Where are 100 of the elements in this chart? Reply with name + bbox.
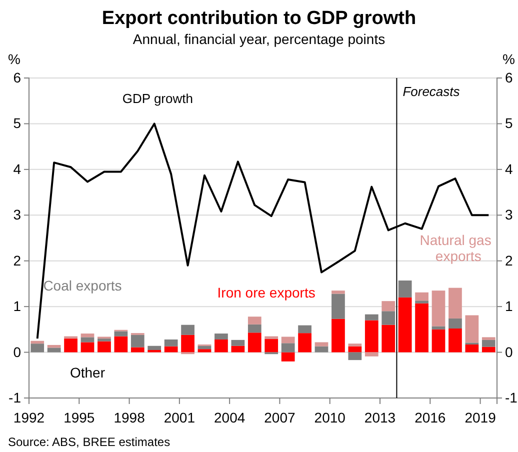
bar — [47, 344, 61, 348]
bar — [432, 329, 446, 352]
bar — [98, 341, 111, 352]
bar — [248, 332, 262, 352]
x-tick-label: 2013 — [364, 409, 396, 426]
y2-tick-label: 6 — [505, 69, 513, 86]
bar — [448, 318, 462, 329]
y2-tick-label: 5 — [505, 115, 513, 132]
bar — [64, 338, 78, 352]
bar — [130, 334, 144, 348]
bar — [281, 343, 295, 352]
bar — [364, 352, 378, 356]
bar — [130, 347, 144, 352]
y-tick-label: 4 — [13, 160, 22, 177]
y-tick-label: 6 — [13, 69, 22, 86]
bar — [264, 339, 278, 352]
source-note: Source: ABS, BREE estimates — [8, 435, 170, 449]
bar — [482, 346, 496, 352]
bar — [465, 315, 479, 343]
bar — [432, 290, 446, 326]
bar — [314, 346, 328, 352]
bar — [231, 340, 245, 346]
y2-tick-label: -1 — [505, 389, 518, 406]
bar — [281, 352, 295, 362]
bar — [482, 337, 496, 340]
y-tick-label: 0 — [13, 344, 22, 360]
y2-tick-label: 4 — [505, 160, 513, 177]
bar — [98, 338, 111, 342]
bar — [332, 294, 345, 319]
bar — [398, 297, 412, 352]
ref-line-label: Forecasts — [402, 84, 460, 99]
bar — [382, 324, 396, 352]
bar — [181, 334, 194, 352]
bar — [198, 349, 212, 352]
y-tick-label: 2 — [13, 252, 22, 268]
bar — [415, 300, 428, 304]
y2-axis-title: % — [502, 51, 515, 67]
bar — [80, 342, 94, 352]
bar — [448, 328, 462, 352]
annotation: Other — [70, 364, 106, 380]
bar — [298, 333, 312, 352]
bar — [114, 336, 128, 352]
bar — [398, 280, 412, 298]
chart-title: Export contribution to GDP growth — [102, 8, 416, 29]
bar — [298, 325, 312, 334]
y2-tick-label: 3 — [505, 206, 513, 223]
bar — [448, 288, 462, 318]
bar — [382, 301, 396, 312]
bar — [332, 290, 345, 294]
x-tick-label: 1998 — [114, 409, 146, 426]
y-tick-label: -1 — [8, 389, 22, 406]
y2-tick-label: 0 — [505, 344, 513, 360]
bar — [465, 344, 479, 352]
bar — [248, 316, 262, 324]
x-tick-label: 2007 — [264, 409, 296, 426]
y2-tick-label: 2 — [505, 252, 513, 268]
bar — [348, 346, 362, 352]
bar — [314, 342, 328, 346]
y2-tick-label: 1 — [505, 298, 513, 314]
x-tick-label: 2019 — [464, 409, 496, 426]
bar — [80, 337, 94, 342]
text: Coal exports — [43, 278, 122, 294]
x-tick-label: 1992 — [13, 409, 45, 426]
bar — [415, 303, 428, 352]
series-label: Iron ore exports — [217, 284, 316, 300]
y-tick-label: 5 — [13, 115, 22, 132]
bar — [181, 324, 194, 335]
bar — [264, 336, 278, 340]
x-tick-label: 2010 — [314, 409, 346, 426]
bar — [231, 346, 245, 352]
bar — [332, 318, 345, 352]
bar — [364, 314, 378, 320]
x-tick-label: 1995 — [64, 409, 95, 426]
bar — [432, 326, 446, 330]
x-tick-label: 2004 — [214, 409, 246, 426]
bar — [114, 331, 128, 336]
bar — [281, 336, 295, 344]
x-tick-label: 2001 — [164, 409, 196, 426]
bar — [348, 352, 362, 360]
bar — [164, 339, 178, 346]
y-tick-label: 1 — [13, 298, 22, 314]
bar — [80, 334, 94, 338]
bar — [415, 292, 428, 301]
y-tick-label: 3 — [13, 206, 22, 223]
text: Natural gas exports — [420, 232, 492, 264]
bar — [382, 311, 396, 325]
bar — [47, 348, 61, 352]
chart-subtitle: Annual, financial year, percentage points — [132, 31, 386, 47]
bar — [214, 339, 228, 352]
bar — [164, 346, 178, 352]
y-axis-title: % — [8, 51, 20, 67]
series-label: GDP growth — [122, 91, 193, 106]
bar — [198, 346, 212, 350]
bar — [248, 324, 262, 333]
bar — [348, 344, 362, 346]
bar — [364, 320, 378, 352]
bar — [148, 346, 162, 350]
x-tick-label: 2016 — [414, 409, 446, 426]
bar — [30, 340, 44, 344]
bar — [214, 334, 228, 340]
